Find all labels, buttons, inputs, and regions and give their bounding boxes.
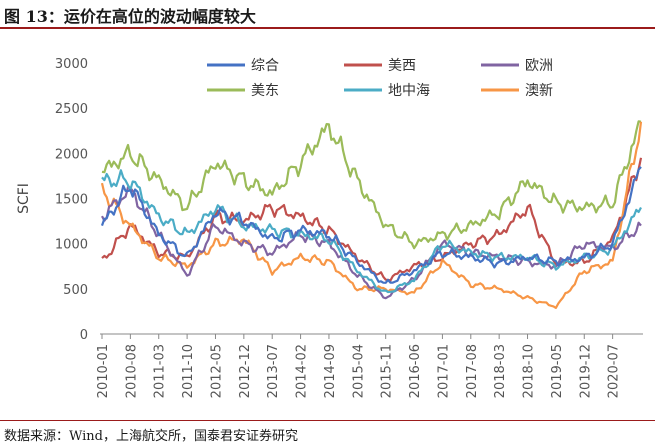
legend-label: 美东 [251,83,279,99]
y-tick-label: 2500 [55,102,88,117]
source-divider [0,420,655,421]
x-tick-label: 2019-05 [550,344,565,398]
legend-label: 欧洲 [525,58,553,74]
series-line-3 [101,120,642,250]
x-tick-label: 2018-10 [522,344,537,398]
series-line-2 [101,186,642,300]
y-tick-label: 500 [63,283,88,298]
x-tick-label: 2010-08 [124,344,139,398]
x-tick-label: 2019-12 [578,344,593,398]
y-tick-label: 1000 [55,238,88,253]
x-tick-label: 2020-07 [607,344,622,398]
x-tick-label: 2018-03 [493,344,508,398]
x-tick-label: 2012-12 [238,344,253,398]
legend-label: 综合 [251,58,279,74]
chart-title: 图 13：运价在高位的波动幅度较大 [4,7,256,26]
x-tick-label: 2010-01 [96,344,111,398]
y-tick-label: 1500 [55,193,88,208]
x-tick-label: 2016-06 [408,344,423,398]
y-tick-label: 0 [80,328,88,343]
series-line-5 [100,121,643,309]
legend-label: 澳新 [525,83,553,99]
legend-label: 美西 [388,58,416,74]
series-line-0 [100,166,642,284]
x-tick-label: 2013-07 [266,344,281,398]
x-tick-label: 2017-01 [436,344,451,398]
x-tick-label: 2014-09 [323,344,338,398]
x-tick-label: 2017-08 [465,344,480,398]
y-tick-label: 3000 [55,57,88,72]
x-tick-label: 2011-03 [153,344,168,398]
x-tick-label: 2015-11 [380,344,395,398]
x-tick-label: 2014-02 [295,344,310,398]
data-source-note: 数据来源：Wind，上海航交所，国泰君安证券研究 [4,429,298,444]
x-tick-label: 2011-10 [181,344,196,398]
legend-label: 地中海 [388,83,430,99]
x-tick-label: 2015-04 [351,344,366,398]
scfi-line-chart: 0 500 1000 1500 2000 2500 3000 SCFI 2010-01 2010-… [16,57,643,398]
series-line-4 [101,169,642,294]
title-divider [0,27,655,29]
y-tick-label: 2000 [55,147,88,162]
y-axis-title: SCFI [16,183,32,214]
x-tick-label: 2012-05 [209,344,224,398]
